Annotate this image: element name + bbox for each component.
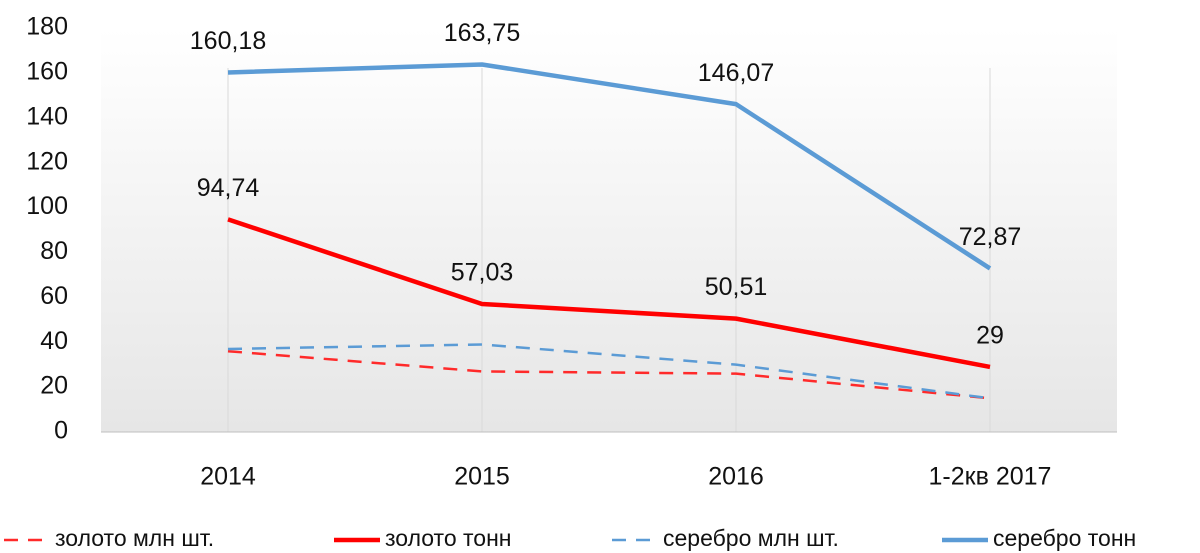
data-label: 29 [976,322,1004,350]
data-label: 94,74 [197,174,260,202]
legend-label: серебро тонн [993,525,1136,551]
series-line [227,217,991,370]
series-line [227,62,992,271]
data-label: 57,03 [451,259,514,287]
x-tick-label: 2015 [454,463,510,491]
y-tick-label: 0 [54,417,68,445]
y-tick-label: 180 [26,13,68,41]
y-tick-label: 80 [40,237,68,265]
y-tick-label: 20 [40,372,68,400]
y-tick-label: 160 [26,57,68,85]
legend-label: золото млн шт. [55,525,214,551]
data-label: 163,75 [444,19,520,47]
x-tick-label: 2016 [708,463,764,491]
y-tick-label: 140 [26,102,68,130]
data-label: 160,18 [190,27,266,55]
x-tick-label: 2014 [200,463,256,491]
plot-area [101,28,1117,432]
series-line [227,349,991,400]
y-tick-label: 100 [26,192,68,220]
legend-label: серебро млн шт. [663,525,839,551]
y-tick-label: 120 [26,147,68,175]
series-line [227,343,991,400]
data-label: 146,07 [698,59,774,87]
y-tick-label: 40 [40,327,68,355]
x-tick-label: 1-2кв 2017 [929,463,1052,491]
data-label: 50,51 [705,273,768,301]
y-tick-label: 60 [40,282,68,310]
legend-label: золото тонн [385,525,511,551]
data-label: 72,87 [959,223,1022,251]
